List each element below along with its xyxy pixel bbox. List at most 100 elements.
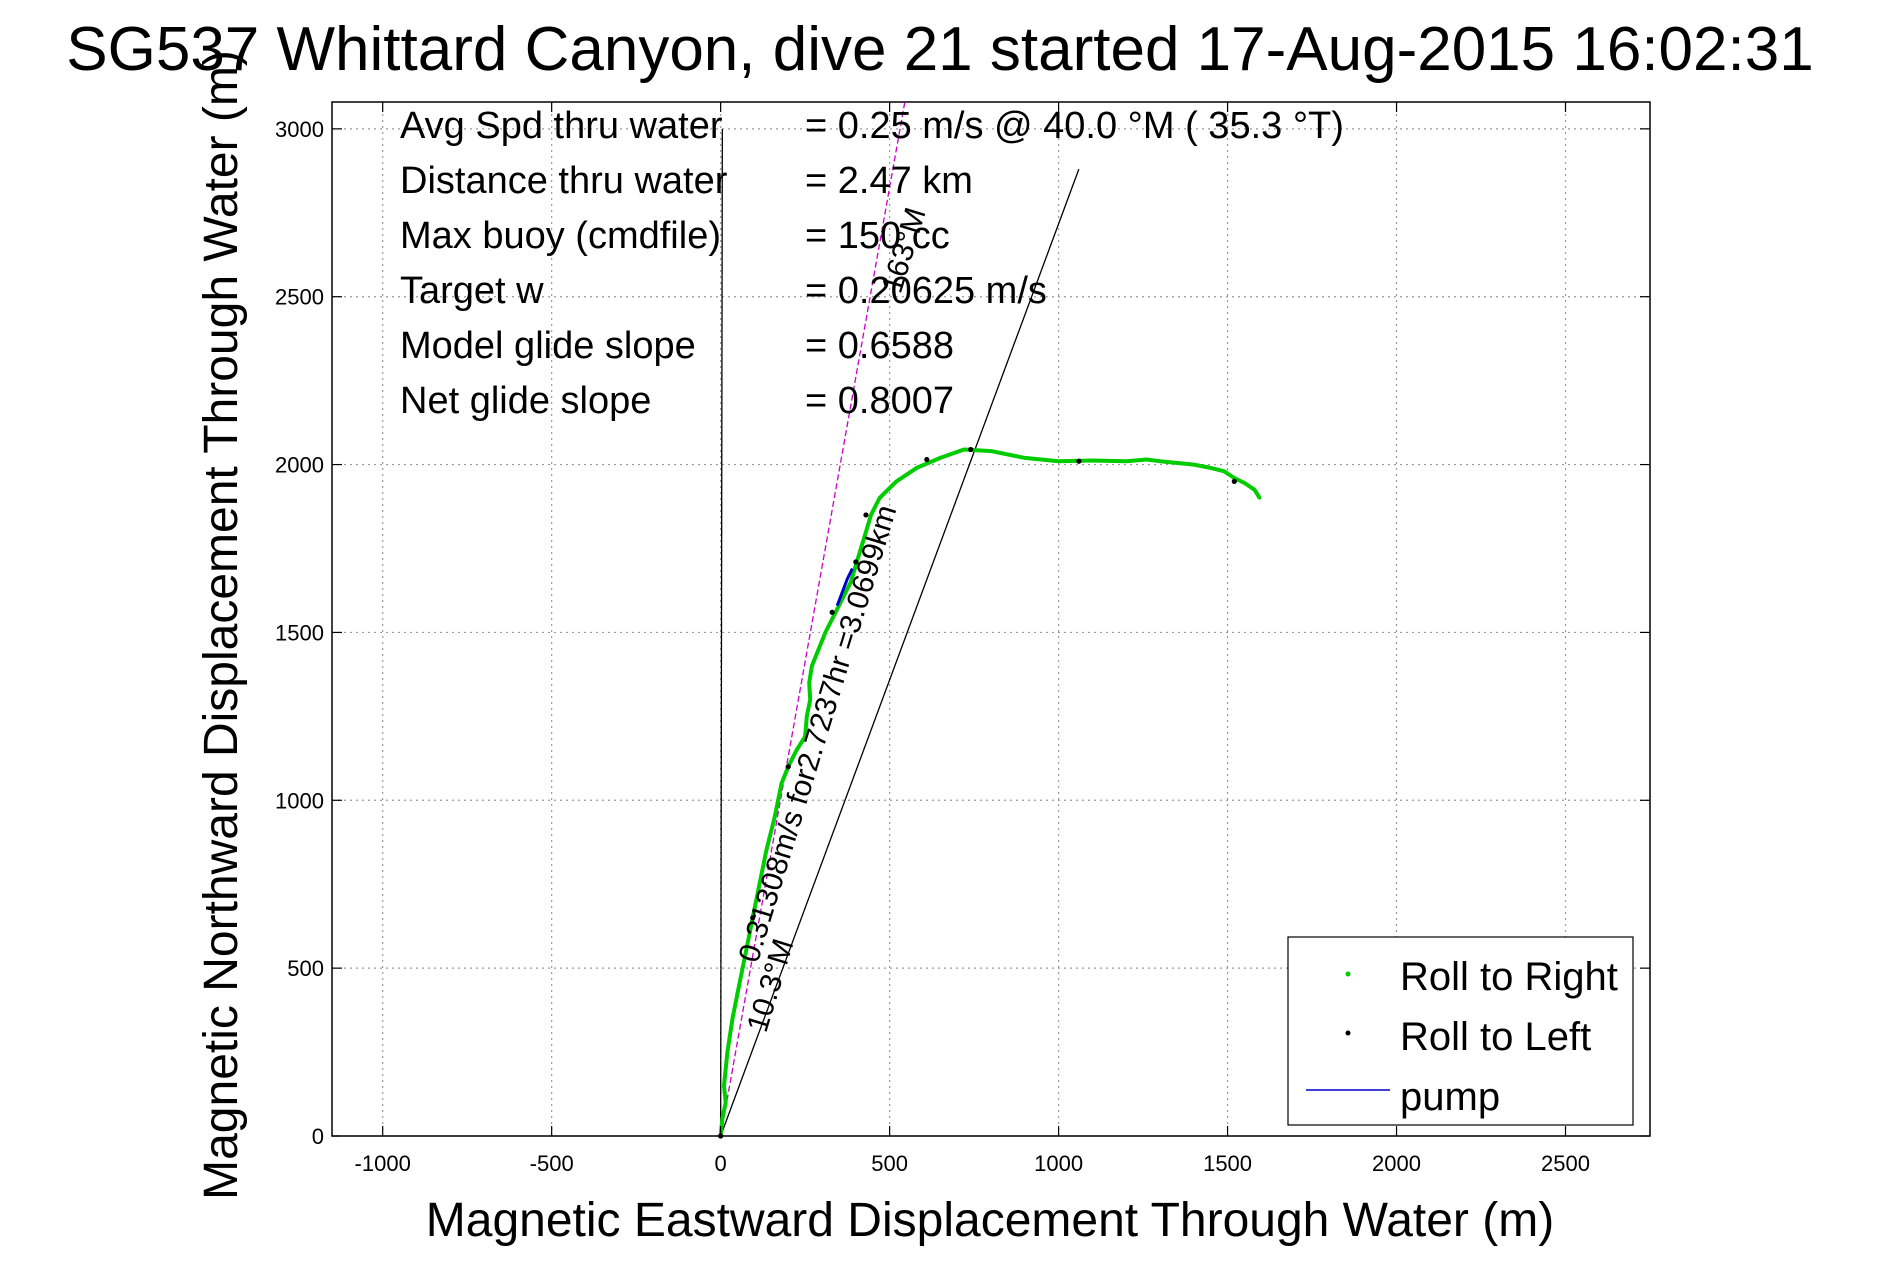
point-roll-to-right <box>1258 496 1262 500</box>
point-roll-to-right <box>803 735 807 738</box>
stat-value: = 2.47 km <box>805 160 973 202</box>
y-tick-label: 2500 <box>275 285 324 310</box>
point-roll-to-right <box>869 513 873 517</box>
point-roll-to-right <box>773 815 777 819</box>
point-roll-to-right <box>795 748 799 752</box>
legend-marker-roll-left <box>1345 1030 1351 1036</box>
point-roll-to-right <box>989 449 993 453</box>
point-roll-to-right <box>764 849 768 853</box>
stat-label: Net glide slope <box>400 380 651 422</box>
x-tick-label: 2000 <box>1372 1151 1421 1176</box>
point-roll-to-left <box>863 512 869 518</box>
point-roll-to-right <box>730 1017 734 1020</box>
point-roll-to-right <box>1209 466 1213 470</box>
point-roll-to-right <box>1222 469 1226 473</box>
x-tick-label: 500 <box>871 1151 908 1176</box>
reference-line-north <box>719 128 723 1137</box>
stat-value: = 150 cc <box>805 215 950 257</box>
y-tick-label: 1000 <box>275 788 324 813</box>
series-pump <box>835 567 854 607</box>
point-roll-to-right <box>720 1117 724 1121</box>
point-roll-to-right <box>915 466 919 470</box>
stats-annotations: Avg Spd thru water = 0.25 m/s @ 40.0 °M (… <box>400 105 1344 422</box>
y-tick-label: 2000 <box>275 453 324 478</box>
stat-value: = 0.6588 <box>805 325 954 367</box>
point-roll-to-left <box>829 609 835 615</box>
series-roll-to-right <box>718 447 1262 1137</box>
reference-lines <box>719 101 1080 1137</box>
point-roll-to-right <box>1144 458 1148 462</box>
point-roll-to-right <box>849 580 853 584</box>
x-tick-label: -500 <box>530 1151 574 1176</box>
point-roll-to-right <box>864 530 868 534</box>
legend-marker-roll-right <box>1345 971 1351 977</box>
y-tick-label: 0 <box>312 1124 324 1149</box>
series-layer <box>718 446 1262 1139</box>
legend-label-pump: pump <box>1400 1075 1500 1119</box>
y-tick-label: 3000 <box>275 117 324 142</box>
point-roll-to-right <box>758 882 762 886</box>
point-roll-to-right <box>938 456 942 460</box>
stat-value: = 0.25 m/s @ 40.0 °M ( 35.3 °T) <box>805 105 1344 147</box>
point-roll-to-right <box>817 647 821 651</box>
rotated-annotation: 0.31308m/s for2.7237hr =3.0699km <box>733 501 904 966</box>
point-roll-to-right <box>807 681 811 685</box>
point-roll-to-right <box>725 1050 729 1054</box>
stat-label: Avg Spd thru water <box>400 105 723 147</box>
y-axis-label: Magnetic Northward Displacement Through … <box>195 50 248 1200</box>
point-roll-to-right <box>823 630 827 634</box>
point-roll-to-right <box>724 1100 728 1104</box>
x-axis-label: Magnetic Eastward Displacement Through W… <box>426 1194 1554 1247</box>
point-roll-to-right <box>805 714 809 718</box>
point-roll-to-right <box>779 782 783 785</box>
stat-label: Target w <box>400 270 544 312</box>
y-tick-label: 500 <box>287 956 324 981</box>
x-tick-label: 0 <box>715 1151 727 1176</box>
point-roll-to-left <box>1076 458 1082 464</box>
legend-label-roll-left: Roll to Left <box>1400 1015 1591 1059</box>
point-roll-to-right <box>744 949 748 953</box>
stat-label: Distance thru water <box>400 160 728 202</box>
point-roll-to-right <box>894 479 898 483</box>
x-tick-label: 1500 <box>1203 1151 1252 1176</box>
point-roll-to-right <box>1158 459 1162 463</box>
x-tick-label: 2500 <box>1541 1151 1590 1176</box>
point-roll-to-right <box>1253 488 1257 492</box>
stat-value: = 0.20625 m/s <box>805 270 1047 312</box>
point-roll-to-left <box>924 456 930 463</box>
point-roll-to-right <box>808 698 812 702</box>
legend-label-roll-right: Roll to Right <box>1400 955 1618 999</box>
point-roll-to-right <box>877 496 881 500</box>
point-roll-to-right <box>1192 463 1196 467</box>
course-line <box>720 101 906 1137</box>
point-roll-to-right <box>722 1084 726 1088</box>
point-roll-to-right <box>859 547 863 550</box>
legend: Roll to Right Roll to Left pump <box>1287 936 1634 1126</box>
point-roll-to-right <box>832 614 836 618</box>
point-roll-to-left <box>785 764 791 770</box>
point-roll-to-right <box>1124 459 1128 463</box>
point-roll-to-left <box>1231 478 1237 484</box>
point-roll-to-right <box>854 563 858 567</box>
point-roll-to-left <box>853 559 859 565</box>
point-roll-to-right <box>810 664 814 668</box>
point-roll-to-right <box>1023 456 1027 460</box>
point-roll-to-right <box>1232 476 1236 480</box>
point-roll-to-left <box>968 446 974 453</box>
point-roll-to-right <box>1242 481 1246 485</box>
point-roll-to-right <box>1057 459 1061 463</box>
x-tick-label: -1000 <box>355 1151 411 1176</box>
reference-line-net <box>720 168 1080 1137</box>
legend-box <box>1287 936 1634 1126</box>
stat-label: Max buoy (cmdfile) <box>400 215 721 257</box>
stat-label: Model glide slope <box>400 325 696 367</box>
point-roll-to-right <box>737 983 741 987</box>
plot-area <box>331 101 1651 1137</box>
point-roll-to-right <box>1090 459 1094 463</box>
point-roll-to-left <box>750 915 756 921</box>
tick-labels: -1000 -500 0 500 1000 1500 2000 2500 0 500 1000 150… <box>275 102 1650 1176</box>
x-tick-label: 1000 <box>1034 1151 1083 1176</box>
point-roll-to-right <box>962 447 966 451</box>
chart-title: SG537 Whittard Canyon, dive 21 started 1… <box>66 15 1813 84</box>
